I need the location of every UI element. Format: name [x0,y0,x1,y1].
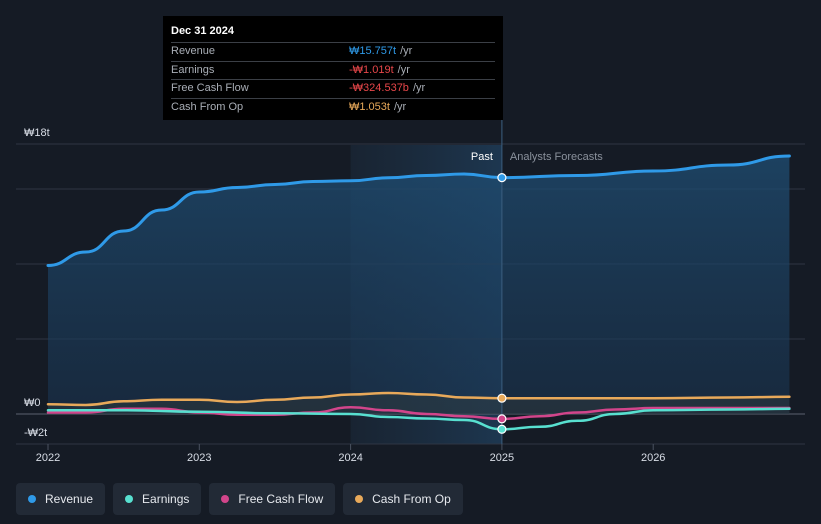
revenue-point [497,173,507,183]
earnings-line [46,407,791,431]
y-tick-label: -₩2t [24,427,47,439]
tooltip-label: Free Cash Flow [171,82,249,94]
tooltip-value: -₩324.537b [349,82,409,94]
legend-item-earnings[interactable]: Earnings [113,483,202,515]
legend-label: Revenue [45,492,94,506]
tooltip-value: ₩1.053t [349,100,390,113]
x-tick-label: 2025 [490,452,514,464]
legend-item-revenue[interactable]: Revenue [16,483,106,515]
legend-item-cash-from-op[interactable]: Cash From Op [343,483,463,515]
tooltip-label: Revenue [171,45,216,57]
tooltip-date: Dec 31 2024 [171,25,234,37]
tooltip-value: -₩1.019t [349,63,394,76]
x-tick-label: 2024 [338,452,362,464]
cash-from-op-point [497,393,507,403]
free-cash-flow-point [497,414,507,424]
tooltip-unit: /yr [400,45,413,57]
y-tick-label: ₩0 [24,397,41,409]
tooltip-unit: /yr [393,100,407,113]
forecast-label: Analysts Forecasts [510,151,603,163]
chart-area: Past Analysts Forecasts ₩18t ₩0 -₩2t 2022 2023… [16,120,805,464]
cash-from-op-area [48,393,790,414]
legend-label: Earnings [142,492,190,506]
tooltip-label: Earnings [171,63,215,76]
tooltip-row-revenue: Revenue ₩15.757t /yr [171,42,495,61]
revenue-line [46,154,791,267]
tooltip-row-free-cash-flow: Free Cash Flow -₩324.537b /yr [171,79,495,98]
legend-label: Free Cash Flow [238,492,324,506]
cash-from-op-line [46,391,791,407]
legend-item-free-cash-flow[interactable]: Free Cash Flow [209,483,336,515]
x-tick-label: 2022 [36,452,60,464]
free-cash-flow-dot-icon [221,495,230,503]
past-label: Past [471,151,493,163]
tooltip-value: ₩15.757t [349,45,397,57]
tooltip-row-cash-from-op: Cash From Op ₩1.053t /yr [171,97,495,117]
earnings-dot-icon [125,495,134,503]
tooltip-unit: /yr [412,82,426,94]
revenue-area [48,156,790,414]
earnings-point [497,424,507,434]
legend-label: Cash From Op [372,492,451,506]
x-tick-label: 2026 [641,452,665,464]
free-cash-flow-line [46,406,791,421]
tooltip-row-earnings: Earnings -₩1.019t /yr [171,60,495,80]
y-tick-label: ₩18t [24,127,50,139]
tooltip-label: Cash From Op [171,100,244,113]
cash-from-op-dot-icon [355,495,364,503]
revenue-dot-icon [28,495,36,503]
x-tick-label: 2023 [187,452,211,464]
tooltip-unit: /yr [397,63,410,76]
tooltip: Dec 31 2024 Revenue ₩15.757t /yr Earning… [163,16,503,120]
legend: Revenue Earnings Free Cash Flow Cash Fro… [16,483,463,515]
